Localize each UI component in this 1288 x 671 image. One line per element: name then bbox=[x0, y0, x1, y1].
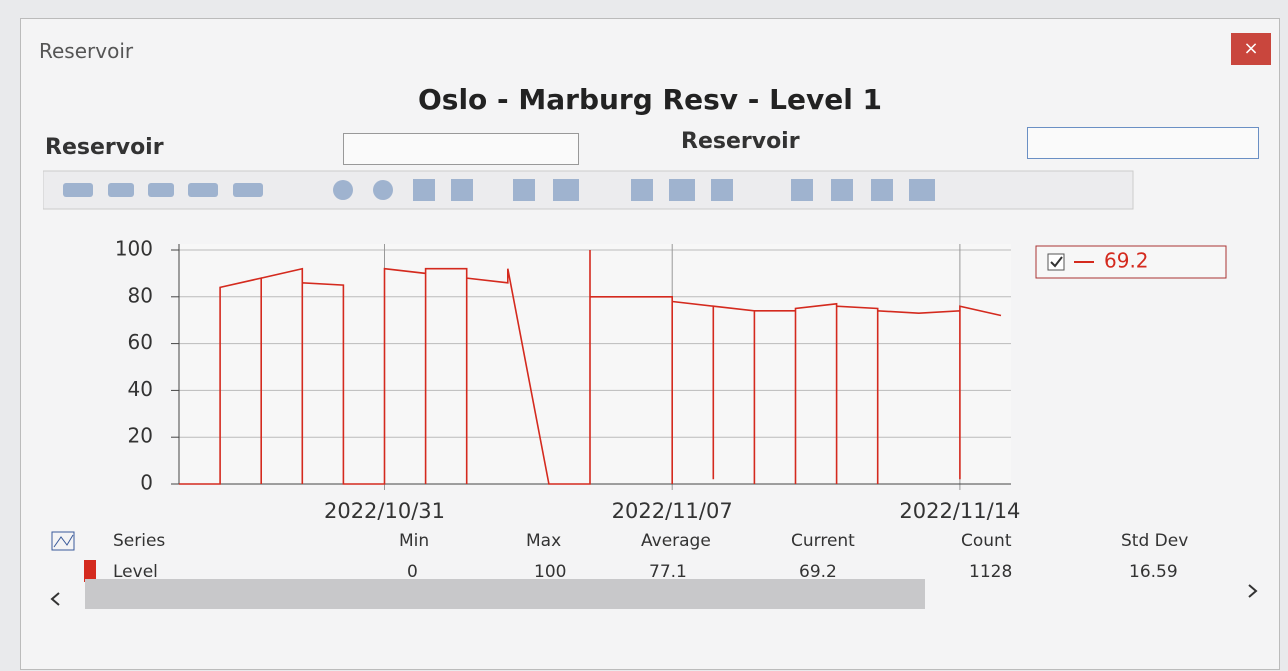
text-input[interactable] bbox=[343, 133, 579, 165]
cell: 16.59 bbox=[1129, 562, 1178, 582]
toolbar-button[interactable] bbox=[513, 179, 535, 201]
toolbar-button[interactable] bbox=[188, 183, 218, 197]
y-tick-label: 0 bbox=[140, 471, 153, 495]
close-button[interactable]: × bbox=[1231, 33, 1271, 65]
y-tick-label: 80 bbox=[128, 283, 153, 307]
toolbar-button[interactable] bbox=[63, 183, 93, 197]
header-title: Oslo - Marburg Resv - Level 1 bbox=[21, 83, 1279, 116]
legend-label: 69.2 bbox=[1104, 249, 1149, 273]
column-header: Current bbox=[791, 531, 855, 551]
column-header: Count bbox=[961, 531, 1012, 551]
column-header: Std Dev bbox=[1121, 531, 1188, 551]
x-tick-label: 2022/11/07 bbox=[612, 499, 733, 523]
toolbar-button[interactable] bbox=[711, 179, 733, 201]
column-header: Series bbox=[113, 531, 165, 551]
plot-area bbox=[179, 244, 1011, 484]
toolbar-button[interactable] bbox=[451, 179, 473, 201]
toolbar-button[interactable] bbox=[333, 180, 353, 200]
toolbar-button[interactable] bbox=[831, 179, 853, 201]
toolbar-button[interactable] bbox=[669, 179, 695, 201]
toolbar-button[interactable] bbox=[871, 179, 893, 201]
toolbar-button[interactable] bbox=[909, 179, 935, 201]
toolbar-button[interactable] bbox=[791, 179, 813, 201]
form-label: Reservoir bbox=[681, 129, 800, 154]
y-tick-label: 40 bbox=[128, 377, 153, 401]
y-tick-label: 100 bbox=[115, 237, 153, 261]
page: Reservoir × Oslo - Marburg Resv - Level … bbox=[0, 0, 1288, 671]
text-input[interactable] bbox=[1027, 127, 1259, 159]
scrollbar[interactable] bbox=[85, 579, 925, 609]
scroll-left[interactable] bbox=[49, 591, 63, 607]
column-header: Average bbox=[641, 531, 711, 551]
chart: 0 20 40 60 80 100 2022/10/31 2022/11/07 2022/11/… bbox=[21, 214, 1279, 534]
column-header: Max bbox=[526, 531, 561, 551]
toolbar-button[interactable] bbox=[373, 180, 393, 200]
legend-checkbox[interactable] bbox=[1048, 254, 1064, 270]
toolbar bbox=[43, 169, 1143, 211]
toolbar-button[interactable] bbox=[553, 179, 579, 201]
series-icon bbox=[51, 531, 77, 553]
scroll-right[interactable] bbox=[1245, 583, 1259, 599]
toolbar-button[interactable] bbox=[413, 179, 435, 201]
window-title: Reservoir bbox=[39, 39, 133, 63]
toolbar-button[interactable] bbox=[108, 183, 134, 197]
toolbar-button[interactable] bbox=[233, 183, 263, 197]
column-header: Min bbox=[399, 531, 429, 551]
toolbar-button[interactable] bbox=[148, 183, 174, 197]
toolbar-button[interactable] bbox=[631, 179, 653, 201]
x-tick-label: 2022/11/14 bbox=[899, 499, 1020, 523]
window: Reservoir × Oslo - Marburg Resv - Level … bbox=[20, 18, 1280, 670]
x-tick-label: 2022/10/31 bbox=[324, 499, 445, 523]
cell: 1128 bbox=[969, 562, 1012, 582]
form-label: Reservoir bbox=[45, 135, 164, 160]
y-tick-label: 60 bbox=[128, 330, 153, 354]
y-tick-label: 20 bbox=[128, 424, 153, 448]
